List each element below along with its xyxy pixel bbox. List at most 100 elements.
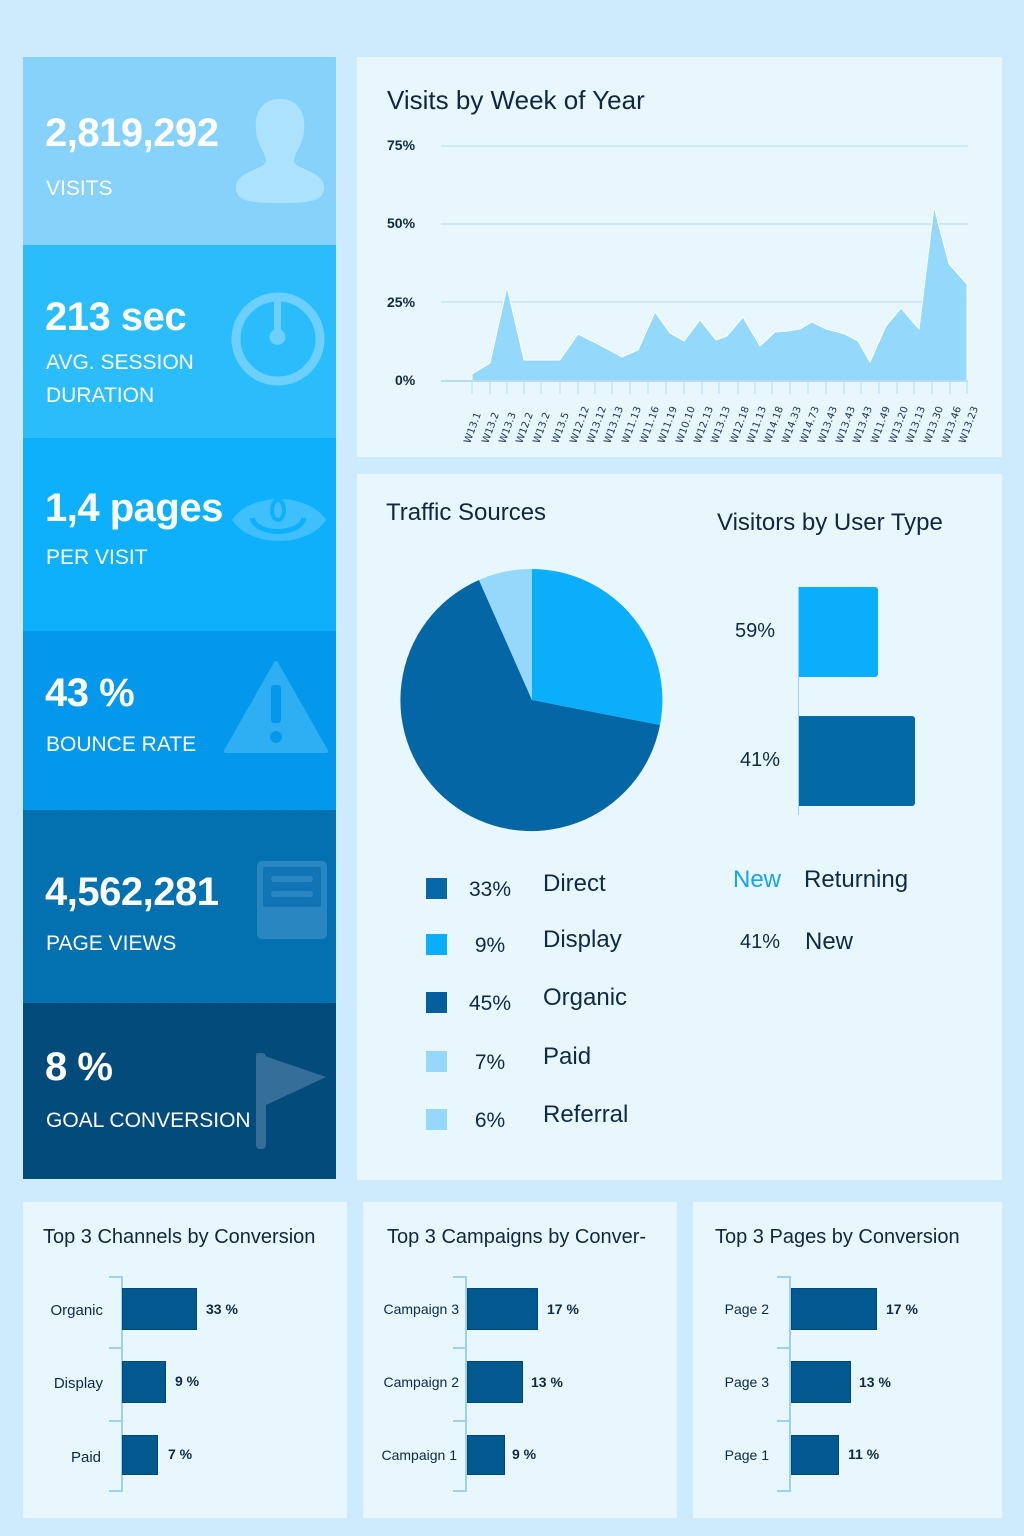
bar-value: 13 % [531,1374,563,1390]
kpi-value: 1,4 pages [45,486,223,530]
user-type-label-59: 59% [735,620,776,642]
user-type-bar-new [799,716,915,806]
chart-title: Visits by Week of Year [387,85,645,115]
pie-slice-paid-referral [479,568,532,700]
y-tick-0: 0% [395,372,416,388]
user-type-label-41: 41% [740,749,781,771]
legend-pct: 45% [468,992,512,1015]
bar-category: Campaign 2 [383,1374,460,1390]
axis-tick [453,1420,467,1422]
user-icon [236,99,324,203]
kpi-session-duration: 213 sec AVG. SESSION DURATION [23,245,336,438]
flag-icon [256,1053,326,1149]
bar-axis [789,1276,791,1492]
legend-name: Referral [543,1101,629,1128]
top-channels-card: Top 3 Channels by Conversion Organic 33 … [23,1202,347,1518]
bar-campaign-2 [467,1361,523,1403]
kpi-page-views: 4,562,281 PAGE VIEWS [23,810,336,1003]
legend-name: Display [543,926,622,953]
bar-value: 17 % [886,1301,918,1317]
bar-value: 33 % [206,1301,238,1317]
bar-value: 13 % [859,1374,891,1390]
visits-by-week-panel: Visits by Week of Year 75% 50% 25% 0% W1… [357,57,1002,457]
kpi-bounce-rate: 43 % BOUNCE RATE [23,631,336,810]
top-campaigns-card: Top 3 Campaigns by Conver- Campaign 3 17… [363,1202,677,1518]
bar-category: Campaign 1 [381,1447,458,1463]
x-axis-week-labels: W13.1W13.2W13.3W12.2W13.2W13.5W12.12W13.… [462,405,981,445]
legend-pct: 33% [468,878,512,901]
user-type-legend-name: New [805,928,854,955]
axis-tick [777,1420,791,1422]
bar-value: 9 % [512,1446,537,1462]
kpi-value: 2,819,292 [45,111,219,155]
bar-axis [465,1276,467,1492]
legend-name: Paid [543,1043,592,1070]
legend-pct: 7% [474,1051,506,1074]
bar-campaign-3 [467,1288,538,1330]
kpi-value: 43 % [45,671,135,715]
legend-name: Organic [543,984,628,1011]
card-title: Top 3 Pages by Conversion [715,1226,960,1248]
user-type-legend-pct: 41% [740,931,781,953]
legend-row-paid: 7% Paid [426,1043,686,1079]
pie-slice-display [532,569,663,725]
bar-page-3 [791,1361,851,1403]
card-title: Top 3 Campaigns by Conver- [387,1226,647,1248]
kpi-label: PAGE VIEWS [46,932,177,955]
bar-page-2 [791,1288,877,1330]
eye-icon [232,498,326,541]
timer-icon [231,292,325,386]
bar-category: Page 1 [724,1447,769,1463]
traffic-sources-title: Traffic Sources [386,499,547,526]
y-tick-75: 75% [387,137,416,153]
warning-icon [224,661,328,753]
axis-tick [109,1347,123,1349]
legend-row-referral: 6% Referral [426,1101,686,1137]
user-type-title: Visitors by User Type [717,509,943,536]
legend-name: Direct [543,870,606,897]
bar-category: Page 2 [724,1301,769,1317]
kpi-value: 4,562,281 [45,870,219,914]
user-type-bar-returning [799,587,878,677]
legend-swatch [426,934,447,955]
page-icon [257,861,327,939]
kpi-label: BOUNCE RATE [46,733,197,756]
bar-value: 11 % [848,1446,880,1462]
bar-paid [122,1435,158,1475]
kpi-label: GOAL CONVERSION [46,1109,251,1132]
kpi-label-line2: DURATION [46,384,155,407]
legend-row-display: 9% Display [426,926,686,962]
visits-area-chart: W13.1W13.2W13.3W12.2W13.2W13.5W12.12W13.… [441,145,981,445]
user-type-legend-new: New [733,866,782,893]
legend-pct: 6% [474,1109,506,1132]
card-title: Top 3 Channels by Conversion [43,1226,316,1248]
kpi-label: VISITS [46,177,113,200]
kpi-label: PER VISIT [46,546,148,569]
kpi-value: 8 % [45,1045,113,1089]
legend-swatch [426,992,447,1013]
legend-row-organic: 45% Organic [426,984,686,1020]
kpi-goal-conversion: 8 % GOAL CONVERSION [23,1003,336,1179]
kpi-pages-per-visit: 1,4 pages PER VISIT [23,438,336,631]
traffic-sources-pie [400,568,663,832]
bar-value: 17 % [547,1301,579,1317]
kpi-column: 2,819,292 VISITS 213 sec AVG. SESSION DU… [23,57,336,1179]
bar-organic [122,1288,197,1330]
axis-tick [777,1490,791,1492]
bar-category: Paid [70,1449,101,1466]
kpi-value: 213 sec [45,295,187,339]
y-tick-50: 50% [387,215,416,231]
y-tick-25: 25% [387,294,416,310]
axis-tick [777,1347,791,1349]
user-type-axis [798,587,799,815]
axis-tick [453,1490,467,1492]
axis-tick [109,1490,123,1492]
legend-swatch [426,1051,447,1072]
kpi-label-line1: AVG. SESSION [46,351,194,374]
bar-value: 9 % [175,1373,200,1389]
axis-tick [453,1276,467,1278]
bar-page-1 [791,1435,839,1475]
axis-tick [777,1276,791,1278]
bar-category: Organic [50,1302,103,1319]
bar-category: Page 3 [724,1374,769,1390]
